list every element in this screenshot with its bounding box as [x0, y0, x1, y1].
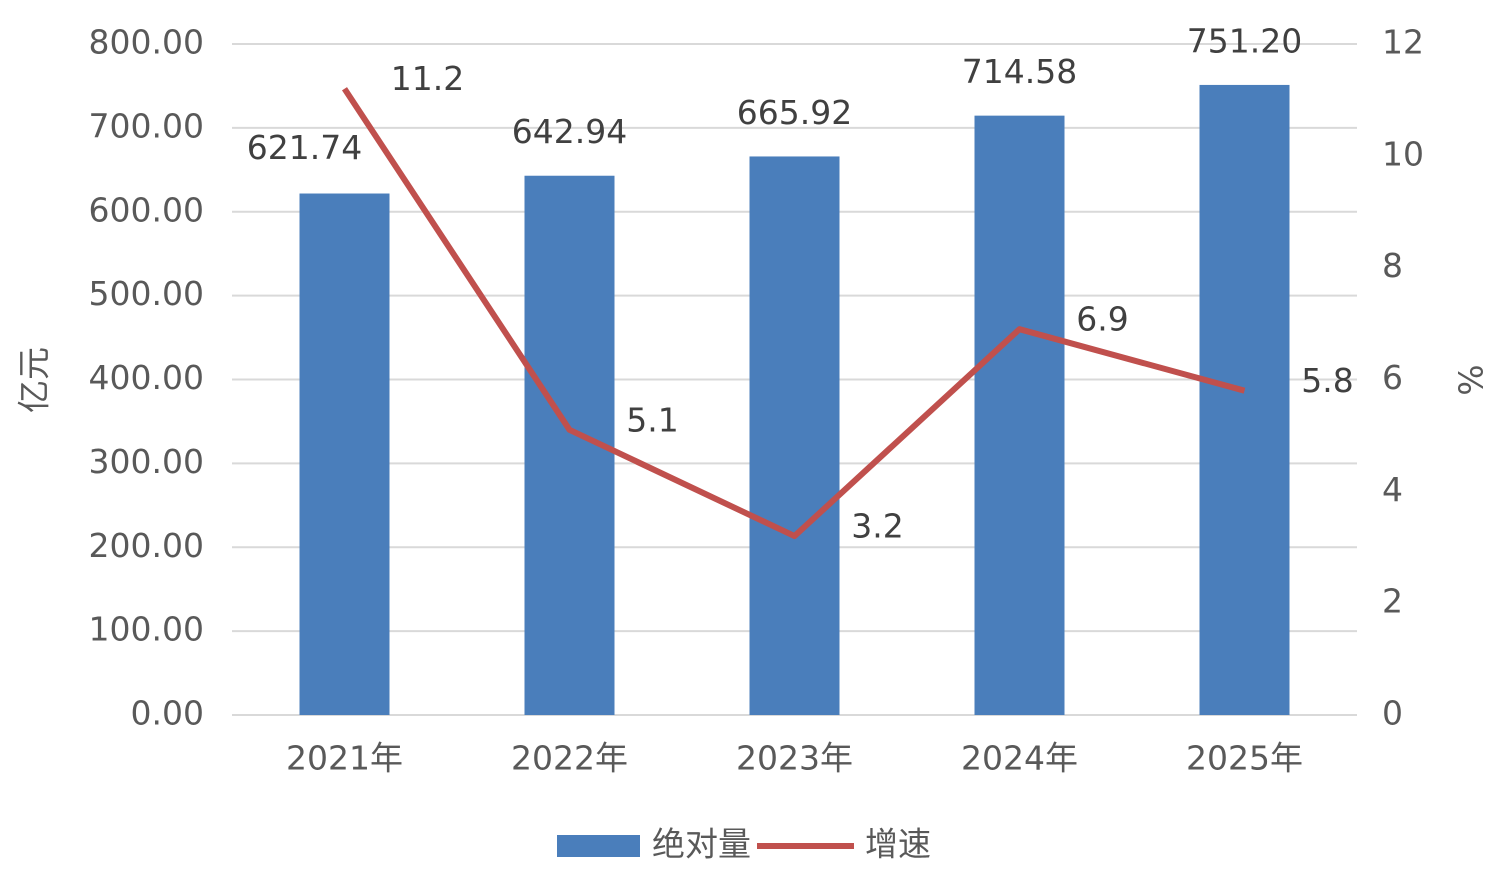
y2-tick-label: 0 — [1382, 694, 1403, 733]
y-tick-label: 700.00 — [89, 106, 204, 145]
y2-tick-label: 6 — [1382, 358, 1403, 397]
x-tick-label: 2023年 — [736, 739, 853, 778]
bar-value-label: 665.92 — [737, 93, 852, 132]
y2-tick-label: 12 — [1382, 23, 1424, 62]
bar-value-label: 621.74 — [247, 128, 362, 167]
y-axis-label: 亿元 — [15, 347, 54, 413]
bar — [974, 115, 1065, 716]
x-tick-label: 2021年 — [286, 739, 403, 778]
y-tick-label: 0.00 — [131, 694, 204, 733]
x-tick-label: 2024年 — [961, 739, 1078, 778]
y2-tick-label: 10 — [1382, 134, 1424, 173]
y-tick-label: 400.00 — [89, 358, 204, 397]
legend-label: 绝对量 — [652, 825, 751, 864]
legend-swatch — [557, 835, 640, 857]
bar-value-label: 642.94 — [512, 112, 627, 151]
bar — [1199, 84, 1290, 715]
y2-axis-label: % — [1451, 364, 1487, 395]
legend-label: 增速 — [865, 825, 931, 864]
line-value-label: 5.1 — [626, 400, 678, 439]
line-value-label: 5.8 — [1301, 361, 1353, 400]
y-tick-label: 600.00 — [89, 190, 204, 229]
line — [341, 87, 1246, 540]
x-tick-label: 2022年 — [511, 739, 628, 778]
x-tick-label: 2025年 — [1186, 739, 1303, 778]
y-tick-label: 300.00 — [89, 442, 204, 481]
line-value-label: 3.2 — [851, 507, 903, 546]
bar-value-label: 714.58 — [962, 52, 1077, 91]
bar — [749, 156, 840, 715]
y-tick-label: 100.00 — [89, 610, 204, 649]
bar-value-label: 751.20 — [1187, 21, 1302, 60]
y2-tick-label: 8 — [1382, 246, 1403, 285]
y-tick-label: 200.00 — [89, 526, 204, 565]
line-value-label: 6.9 — [1076, 300, 1128, 339]
bar — [299, 193, 390, 716]
y-tick-label: 800.00 — [89, 23, 204, 62]
y2-tick-label: 2 — [1382, 582, 1403, 621]
y2-tick-label: 4 — [1382, 470, 1403, 509]
line-value-label: 11.2 — [391, 59, 464, 98]
y-tick-label: 500.00 — [89, 274, 204, 313]
